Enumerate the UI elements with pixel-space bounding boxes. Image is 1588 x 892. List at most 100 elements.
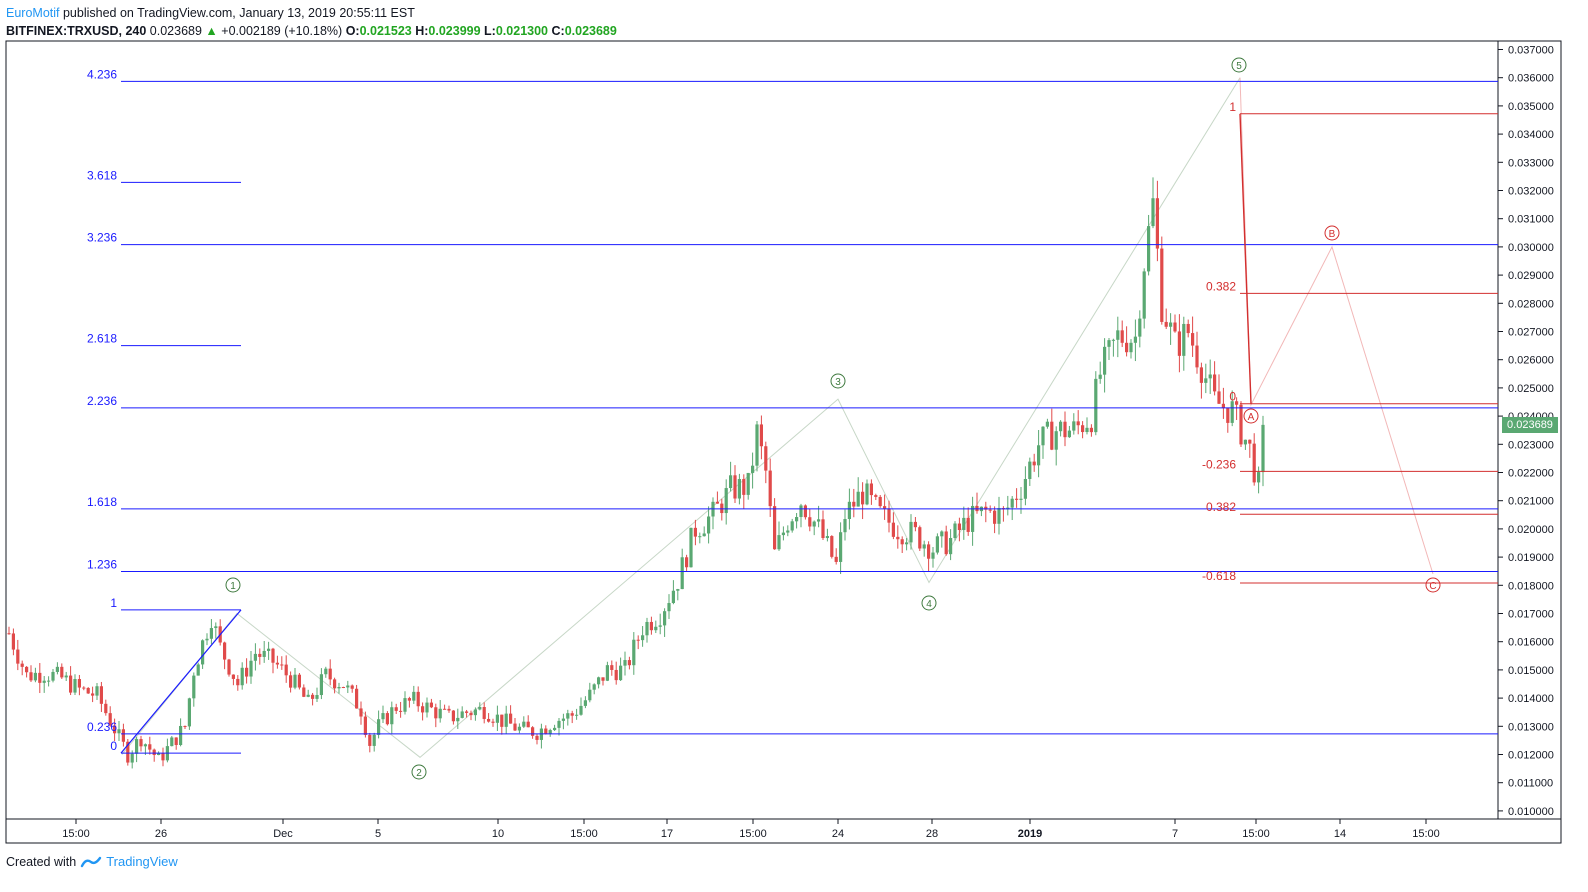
candle-body	[473, 709, 477, 716]
up-arrow-icon: ▲	[205, 24, 218, 38]
candle-body	[1147, 226, 1151, 272]
candle-body	[984, 506, 988, 510]
candle-body	[438, 708, 442, 719]
candle-body	[377, 719, 381, 735]
candle-body	[610, 665, 614, 670]
candle-body	[729, 475, 733, 489]
candle-body	[786, 530, 790, 533]
candle-body	[1243, 439, 1247, 445]
candle-body	[1182, 323, 1186, 356]
candle-body	[843, 518, 847, 533]
time-axis-label: 10	[492, 828, 504, 840]
candle-body	[570, 713, 574, 716]
candle-body	[790, 521, 794, 531]
price-axis-label: 0.011000	[1508, 778, 1553, 790]
candle-body	[548, 730, 552, 734]
candle-body	[416, 691, 420, 707]
author-link[interactable]: EuroMotif	[6, 6, 60, 20]
price-axis-label: 0.022000	[1508, 468, 1554, 480]
price-axis-label: 0.027000	[1508, 327, 1554, 339]
candle-body	[1076, 421, 1080, 426]
candle-body	[319, 674, 323, 696]
candle-body	[99, 686, 103, 704]
candle-body	[1235, 401, 1239, 405]
candle-body	[720, 503, 724, 514]
candle-body	[588, 689, 592, 701]
candle-body	[205, 638, 209, 641]
candle-body	[1037, 445, 1041, 466]
candle-body	[636, 639, 640, 641]
candle-body	[605, 665, 609, 681]
time-axis-label: 2019	[1018, 828, 1042, 840]
candle-body	[1063, 421, 1067, 438]
price-axis-label: 0.010000	[1508, 806, 1554, 818]
price-axis-label: 0.029000	[1508, 270, 1554, 282]
time-axis-label: 5	[375, 828, 381, 840]
candle-body	[997, 508, 1001, 524]
candle-body	[993, 510, 997, 524]
publish-info: published on TradingView.com, January 13…	[62, 6, 415, 20]
candle-body	[755, 424, 759, 466]
price-axis-label: 0.032000	[1508, 186, 1554, 198]
price-axis-label: 0.021000	[1508, 496, 1554, 508]
candle-body	[561, 718, 565, 721]
candle-body	[223, 642, 227, 660]
wave-label-text: 4	[926, 599, 932, 610]
candle-body	[737, 479, 741, 499]
candle-body	[108, 713, 112, 726]
ohlc-line: BITFINEX:TRXUSD, 240 0.023689 ▲ +0.00218…	[6, 22, 617, 40]
candle-body	[29, 672, 33, 681]
candle-body	[1059, 421, 1063, 432]
candle-body	[1164, 321, 1168, 327]
candle-body	[139, 739, 143, 747]
candle-body	[425, 702, 429, 713]
candle-body	[201, 640, 205, 665]
candle-body	[350, 685, 354, 689]
candle-body	[403, 698, 407, 712]
candle-body	[399, 710, 403, 712]
candle-body	[1213, 374, 1217, 392]
candle-body	[1103, 346, 1107, 375]
candle-body	[531, 727, 535, 736]
last-price: 0.023689	[149, 24, 202, 38]
candle-body	[1045, 421, 1049, 427]
candle-body	[443, 708, 447, 710]
time-axis-label: 15:00	[1242, 828, 1270, 840]
candle-body	[381, 713, 385, 720]
candle-body	[759, 424, 763, 447]
candle-body	[245, 667, 249, 677]
candle-body	[583, 700, 587, 706]
candle-body	[148, 744, 152, 750]
candle-body	[495, 714, 499, 723]
wave-label-circle	[921, 595, 937, 611]
candle-body	[1195, 345, 1199, 368]
low-label: L:	[484, 24, 496, 38]
candle-body	[966, 517, 970, 532]
tradingview-brand-link[interactable]: TradingView	[106, 854, 178, 869]
candle-body	[883, 506, 887, 509]
candle-body	[751, 465, 755, 473]
candle-body	[905, 542, 909, 545]
candle-body	[940, 531, 944, 537]
candle-body	[1173, 322, 1177, 332]
candle-body	[64, 675, 68, 678]
candle-body	[1142, 271, 1146, 319]
time-axis-label: 26	[155, 828, 167, 840]
candle-body	[174, 737, 178, 746]
candle-body	[1107, 340, 1111, 347]
candle-body	[654, 626, 658, 631]
candle-body	[25, 666, 29, 673]
candle-body	[284, 664, 288, 676]
time-axis-label: 15:00	[570, 828, 598, 840]
time-axis-label: 15:00	[62, 828, 90, 840]
price-axis-label: 0.035000	[1508, 101, 1554, 113]
price-axis-label: 0.025000	[1508, 383, 1554, 395]
candle-body	[949, 537, 953, 555]
candle-body	[42, 680, 46, 683]
candle-body	[412, 691, 416, 701]
last-price-tag: 0.023689	[1502, 417, 1558, 433]
chart-header: EuroMotif published on TradingView.com, …	[6, 4, 617, 40]
candle-body	[196, 664, 200, 676]
candle-body	[390, 707, 394, 725]
